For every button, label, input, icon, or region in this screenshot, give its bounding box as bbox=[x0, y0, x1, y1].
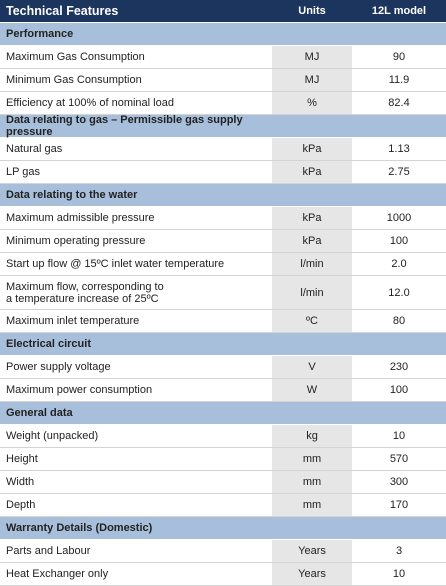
row-label: Power supply voltage bbox=[6, 361, 111, 373]
row-unit: kg bbox=[272, 425, 352, 447]
row-unit: kPa bbox=[272, 207, 352, 229]
header-model: 12L model bbox=[371, 5, 427, 17]
row-label: Minimum Gas Consumption bbox=[6, 74, 142, 86]
row-value: 230 bbox=[389, 361, 409, 373]
row-value: 10 bbox=[392, 430, 406, 442]
row-value: 1000 bbox=[386, 212, 412, 224]
data-row: Power supply voltage V 230 bbox=[0, 356, 446, 379]
header-title: Technical Features bbox=[6, 4, 119, 18]
row-value: 570 bbox=[389, 453, 409, 465]
data-row: Maximum Gas Consumption MJ 90 bbox=[0, 46, 446, 69]
section-row: Warranty Details (Domestic) bbox=[0, 517, 446, 540]
row-unit: mm bbox=[272, 471, 352, 493]
row-unit: kPa bbox=[272, 230, 352, 252]
data-row: Weight (unpacked) kg 10 bbox=[0, 425, 446, 448]
data-row: Depth mm 170 bbox=[0, 494, 446, 517]
row-unit: ºC bbox=[272, 310, 352, 332]
data-row: Efficiency at 100% of nominal load% 82.4 bbox=[0, 92, 446, 115]
data-row: Start up flow @ 15ºC inlet water tempera… bbox=[0, 253, 446, 276]
row-label: Start up flow @ 15ºC inlet water tempera… bbox=[6, 258, 225, 270]
row-value: 3 bbox=[395, 545, 403, 557]
section-title: Performance bbox=[6, 28, 74, 40]
row-unit: l/min bbox=[272, 276, 352, 309]
section-row: Electrical circuit bbox=[0, 333, 446, 356]
row-unit: W bbox=[272, 379, 352, 401]
header-units: Units bbox=[298, 5, 326, 17]
data-row: Width mm 300 bbox=[0, 471, 446, 494]
data-row: Height mm 570 bbox=[0, 448, 446, 471]
row-unit: kPa bbox=[272, 161, 352, 183]
row-value: 100 bbox=[389, 235, 409, 247]
row-unit: mm bbox=[272, 494, 352, 516]
row-value: 90 bbox=[392, 51, 406, 63]
data-row: Minimum Gas Consumption MJ 11.9 bbox=[0, 69, 446, 92]
data-row: Parts and Labour Years 3 bbox=[0, 540, 446, 563]
row-label: Maximum flow, corresponding to a tempera… bbox=[6, 280, 164, 305]
row-label: Depth bbox=[6, 499, 36, 511]
row-unit: MJ bbox=[272, 69, 352, 91]
row-label: Efficiency at 100% of nominal load bbox=[6, 97, 174, 109]
row-unit: l/min bbox=[272, 253, 352, 275]
section-title: Warranty Details (Domestic) bbox=[6, 522, 153, 534]
row-label: Weight (unpacked) bbox=[6, 430, 99, 442]
row-value: 11.9 bbox=[388, 74, 410, 86]
section-row: Performance bbox=[0, 23, 446, 46]
data-row: LP gas kPa 2.75 bbox=[0, 161, 446, 184]
row-label: Maximum Gas Consumption bbox=[6, 51, 145, 63]
row-value: 2.0 bbox=[391, 258, 407, 270]
row-label: Maximum inlet temperature bbox=[6, 315, 140, 327]
row-value: 100 bbox=[389, 384, 409, 396]
row-label: Width bbox=[6, 476, 35, 488]
row-label: Maximum admissible pressure bbox=[6, 212, 155, 224]
data-row: Maximum flow, corresponding to a tempera… bbox=[0, 276, 446, 310]
row-unit: Years bbox=[272, 540, 352, 562]
row-value: 80 bbox=[392, 315, 406, 327]
row-label: Minimum operating pressure bbox=[6, 235, 146, 247]
row-label: LP gas bbox=[6, 166, 41, 178]
section-row: Data relating to gas – Permissible gas s… bbox=[0, 114, 446, 138]
row-unit: kPa bbox=[272, 138, 352, 160]
data-row: Maximum admissible pressure kPa 1000 bbox=[0, 207, 446, 230]
row-label: Height bbox=[6, 453, 38, 465]
section-title: General data bbox=[6, 407, 73, 419]
row-label: Parts and Labour bbox=[6, 545, 91, 557]
data-row: Minimum operating pressure kPa 100 bbox=[0, 230, 446, 253]
data-row: Maximum inlet temperature ºC 80 bbox=[0, 310, 446, 333]
row-value: 300 bbox=[389, 476, 409, 488]
row-value: 10 bbox=[392, 568, 406, 580]
row-unit: V bbox=[272, 356, 352, 378]
row-label: Maximum power consumption bbox=[6, 384, 153, 396]
row-label: Natural gas bbox=[6, 143, 63, 155]
row-label: Heat Exchanger only bbox=[6, 568, 109, 580]
row-unit: mm bbox=[272, 448, 352, 470]
row-unit: Years bbox=[272, 563, 352, 585]
header-row: Technical Features Units 12L model bbox=[0, 0, 446, 23]
section-row: Data relating to the water bbox=[0, 184, 446, 207]
section-title: Data relating to the water bbox=[6, 189, 138, 201]
row-value: 1.13 bbox=[388, 143, 410, 155]
section-title: Data relating to gas – Permissible gas s… bbox=[6, 114, 243, 138]
data-row: Maximum power consumption W 100 bbox=[0, 379, 446, 402]
row-unit: % bbox=[272, 92, 352, 114]
row-value: 12.0 bbox=[388, 286, 410, 299]
data-row: Heat Exchanger only Years 10 bbox=[0, 563, 446, 586]
row-value: 82.4 bbox=[388, 97, 410, 109]
row-value: 2.75 bbox=[388, 166, 410, 178]
section-row: General data bbox=[0, 402, 446, 425]
data-row: Natural gas kPa 1.13 bbox=[0, 138, 446, 161]
section-title: Electrical circuit bbox=[6, 338, 91, 350]
row-value: 170 bbox=[389, 499, 409, 511]
row-unit: MJ bbox=[272, 46, 352, 68]
